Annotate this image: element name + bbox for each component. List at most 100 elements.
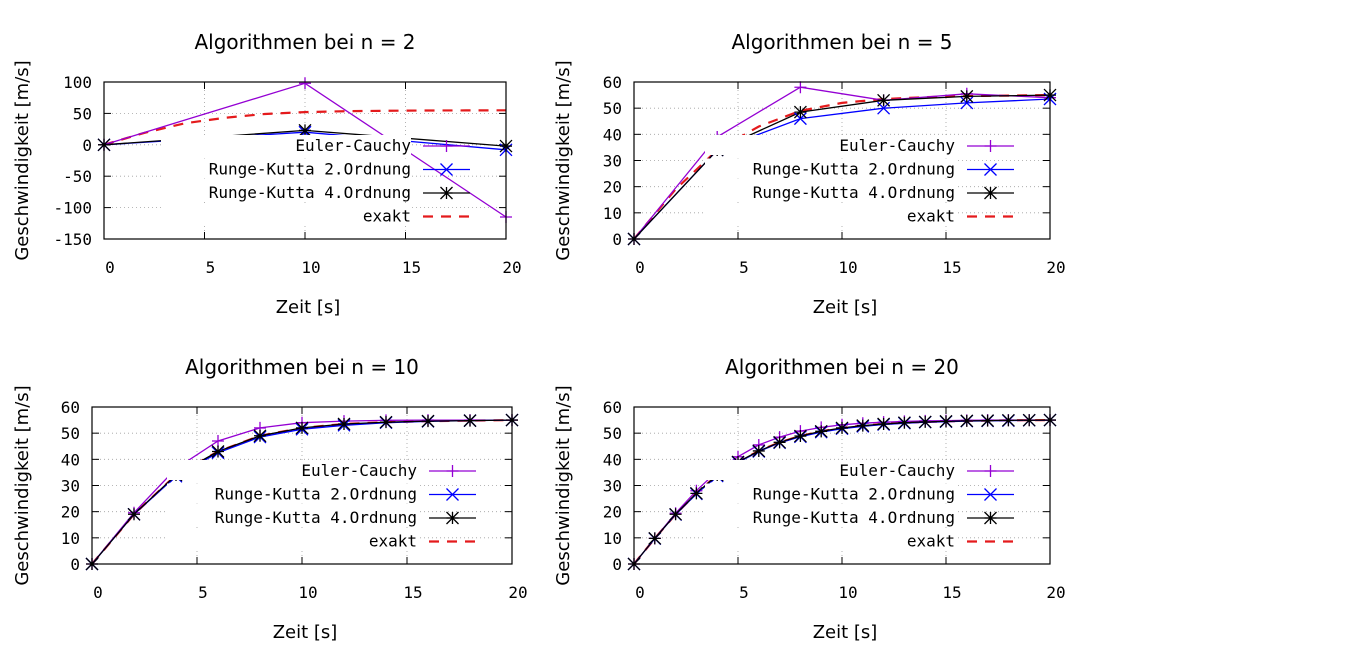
legend-background (161, 205, 411, 226)
legend-background (705, 182, 955, 202)
legend-label: Euler-Cauchy (301, 461, 417, 480)
legend-background (705, 483, 955, 504)
legend-sample-marker (984, 511, 997, 525)
legend-sample-marker (446, 465, 459, 477)
legend-label: Euler-Cauchy (839, 136, 955, 155)
x-tick-label: 10 (298, 583, 317, 602)
chart-panel-3: 0 5 10 15 20 0 10 20 30 40 50 60 (61, 398, 528, 602)
chart-title: Algorithmen bei n = 10 (185, 355, 419, 379)
y-tick-label: 30 (61, 477, 80, 496)
legend-sample-marker (984, 140, 997, 152)
y-axis-label: Geschwindigkeit [m/s] (553, 385, 574, 585)
plot-frame (103, 81, 507, 240)
legend-sample-marker (984, 163, 997, 176)
legend-sample-marker (984, 186, 997, 200)
x-axis-label: Zeit [s] (276, 297, 341, 318)
legend-background (161, 182, 411, 202)
x-tick-label: 0 (105, 258, 115, 277)
legend-label: exakt (907, 532, 955, 551)
data-point-marker (295, 421, 309, 435)
legend-label: exakt (363, 207, 411, 226)
chart-title: Algorithmen bei n = 2 (194, 30, 415, 54)
legend-label: Euler-Cauchy (295, 136, 411, 155)
legend-sample-marker (440, 186, 453, 200)
legend-background (167, 460, 417, 480)
y-axis-label: Geschwindigkeit [m/s] (553, 60, 574, 260)
y-tick-label: 0 (82, 136, 92, 155)
legend-sample-marker (984, 488, 997, 501)
x-axis-label: Zeit [s] (813, 297, 878, 318)
x-tick-label: 10 (838, 583, 857, 602)
y-tick-label: 40 (603, 125, 622, 144)
legend-background (705, 460, 955, 480)
data-point-marker (1022, 413, 1036, 427)
x-tick-label: 5 (206, 258, 216, 277)
legend-sample-marker (446, 488, 459, 501)
legend-sample-marker (440, 140, 453, 152)
x-tick-label: 15 (403, 583, 422, 602)
data-point-marker (379, 415, 393, 429)
series-line (634, 94, 1050, 239)
data-point-marker (960, 96, 974, 110)
x-tick-label: 10 (838, 258, 857, 277)
legend: Euler-Cauchy Runge-Kutta 2.Ordnung Runge-K… (167, 460, 476, 551)
plot-frame (633, 406, 1051, 565)
data-point-marker (337, 417, 351, 431)
legend-label: Runge-Kutta 2.Ordnung (753, 160, 955, 179)
data-point-marker (648, 531, 662, 545)
y-tick-label: 0 (612, 230, 622, 249)
data-point-marker (939, 414, 953, 428)
series-line (104, 109, 506, 146)
y-tick-label: -50 (63, 167, 92, 186)
x-tick-label: 15 (942, 583, 961, 602)
y-tick-label: -100 (53, 199, 92, 218)
legend-sample-marker (984, 465, 997, 477)
x-axis-label: Zeit [s] (813, 622, 878, 643)
legend-label: Runge-Kutta 4.Ordnung (215, 508, 417, 527)
data-point-marker (212, 435, 224, 448)
data-point-marker (752, 444, 766, 458)
y-tick-label: 50 (603, 424, 622, 443)
data-point-marker (856, 419, 870, 433)
y-tick-label: 100 (63, 73, 92, 92)
data-point-marker (463, 414, 477, 428)
x-tick-label: 5 (739, 583, 749, 602)
data-point-marker (814, 424, 828, 438)
data-point-marker (877, 93, 891, 107)
y-tick-label: -150 (53, 230, 92, 249)
chart-panel-2: 0 5 10 15 20 0 10 20 30 40 50 60 (603, 73, 1066, 277)
legend-background (167, 483, 417, 504)
data-point-marker (253, 429, 267, 443)
legend-background (705, 135, 955, 155)
data-point-marker (298, 123, 312, 137)
series-group (634, 86, 1050, 239)
y-tick-label: 0 (70, 555, 80, 574)
y-tick-label: 60 (61, 398, 80, 417)
data-point-marker (960, 414, 974, 428)
legend-background (167, 507, 417, 527)
chart-panel-1: 0 5 10 15 20 -150 -100 -50 0 50 100 (53, 73, 521, 277)
y-tick-label: 30 (603, 477, 622, 496)
legend-background (705, 205, 955, 226)
legend-background (167, 530, 417, 551)
legend-background (705, 158, 955, 179)
legend-label: Runge-Kutta 2.Ordnung (209, 160, 411, 179)
legend-background (705, 507, 955, 527)
series-line (634, 94, 1050, 239)
legend: Euler-Cauchy Runge-Kutta 2.Ordnung Runge-K… (161, 135, 470, 226)
y-tick-label: 20 (61, 503, 80, 522)
y-tick-label: 20 (603, 503, 622, 522)
x-tick-label: 15 (402, 258, 421, 277)
data-point-marker (794, 81, 807, 94)
y-tick-label: 10 (61, 529, 80, 548)
x-tick-label: 0 (635, 583, 645, 602)
data-point-marker (1001, 413, 1015, 427)
legend-label: exakt (369, 532, 417, 551)
data-point-marker (669, 507, 683, 521)
data-point-marker (793, 429, 807, 443)
data-point-marker (897, 416, 911, 430)
data-point-marker (918, 415, 932, 429)
legend: Euler-Cauchy Runge-Kutta 2.Ordnung Runge-K… (705, 460, 1014, 551)
data-point-marker (877, 417, 891, 431)
